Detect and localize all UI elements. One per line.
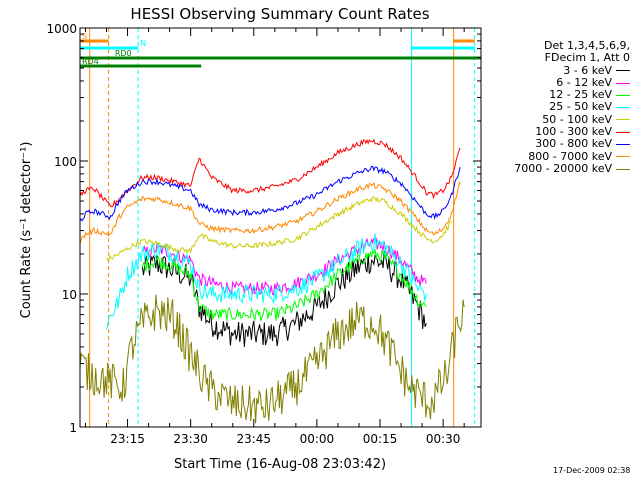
x-axis-label: Start Time (16-Aug-08 23:03:42) xyxy=(174,457,386,472)
legend-item-label: 12 - 25 keV xyxy=(549,88,612,102)
legend-item-label: 100 - 300 keV xyxy=(535,125,612,139)
series-line-2 xyxy=(142,237,427,296)
series-line-8 xyxy=(80,181,461,244)
series-line-5 xyxy=(106,196,452,262)
series-line-4 xyxy=(106,233,427,330)
y-tick-label: 1000 xyxy=(46,22,77,36)
legend-swatch xyxy=(616,131,630,133)
legend: Det 1,3,4,5,6,9, FDecim 1, Att 0 3 - 6 ke… xyxy=(484,39,630,176)
legend-item: 7000 - 20000 keV xyxy=(484,161,630,175)
plot-area: S N RD0 RD4 1 10 100 1000 23:15 23:30 23:45 00:00 00… xyxy=(46,22,482,446)
y-tick-label: 100 xyxy=(54,155,77,169)
legend-swatch xyxy=(616,107,630,109)
y-axis-label: Count Rate (s⁻¹ detector⁻¹) xyxy=(19,142,34,319)
legend-swatch xyxy=(616,156,630,158)
legend-item: 6 - 12 keV xyxy=(484,75,630,89)
series-line-3 xyxy=(141,248,427,322)
legend-items: 3 - 6 keV 6 - 12 keV 12 - 25 keV 25 - 50 ke… xyxy=(484,63,630,176)
legend-swatch xyxy=(616,70,630,72)
y-tick-label: 10 xyxy=(62,288,77,302)
legend-swatch xyxy=(616,94,630,96)
flag-label-rd4: RD4 xyxy=(82,57,99,66)
plot-traces: S N RD0 RD4 xyxy=(80,28,481,427)
legend-item-label: 7000 - 20000 keV xyxy=(514,161,612,175)
legend-item: 800 - 7000 keV xyxy=(484,149,630,163)
legend-item: 12 - 25 keV xyxy=(484,88,630,102)
legend-item-label: 300 - 800 keV xyxy=(535,137,612,151)
legend-item: 25 - 50 keV xyxy=(484,101,630,113)
legend-item-label: 25 - 50 keV xyxy=(549,100,612,114)
series-line-1 xyxy=(141,250,427,348)
legend-swatch xyxy=(616,82,630,84)
legend-swatch xyxy=(616,119,630,121)
legend-item-label: 6 - 12 keV xyxy=(556,75,612,89)
plot-frame xyxy=(79,27,482,428)
x-tick-label: 00:30 xyxy=(426,432,461,446)
series-line-7 xyxy=(80,165,461,222)
x-tick-label: 23:15 xyxy=(110,432,145,446)
date-stamp: 17-Dec-2009 02:38 xyxy=(553,466,631,475)
x-tick-label: 23:30 xyxy=(173,432,208,446)
flag-label-n: N xyxy=(140,39,146,48)
x-tick-label: 23:45 xyxy=(236,432,271,446)
chart-title: HESSI Observing Summary Count Rates xyxy=(130,5,429,23)
legend-item-label: 800 - 7000 keV xyxy=(528,149,612,163)
legend-header-line: FDecim 1, Att 0 xyxy=(544,51,630,65)
series-line-6 xyxy=(80,138,461,208)
legend-item: 3 - 6 keV xyxy=(484,63,630,77)
legend-item: 50 - 100 keV xyxy=(484,112,630,126)
x-tick-label: 00:15 xyxy=(363,432,398,446)
flag-label-s: S xyxy=(82,32,87,41)
legend-header-line: Det 1,3,4,5,6,9, xyxy=(543,39,630,52)
legend-item: 100 - 300 keV xyxy=(484,125,630,139)
legend-item-label: 50 - 100 keV xyxy=(542,112,612,126)
y-tick-label: 1 xyxy=(69,421,77,435)
x-tick-label: 00:00 xyxy=(300,432,335,446)
legend-item-label: 3 - 6 keV xyxy=(563,63,612,77)
legend-swatch xyxy=(616,144,630,146)
legend-header: Det 1,3,4,5,6,9, FDecim 1, Att 0 xyxy=(484,39,630,65)
legend-swatch xyxy=(616,168,630,170)
flag-label-rd0: RD0 xyxy=(115,49,132,58)
series-line-9 xyxy=(80,294,465,424)
legend-item: 300 - 800 keV xyxy=(484,138,630,150)
